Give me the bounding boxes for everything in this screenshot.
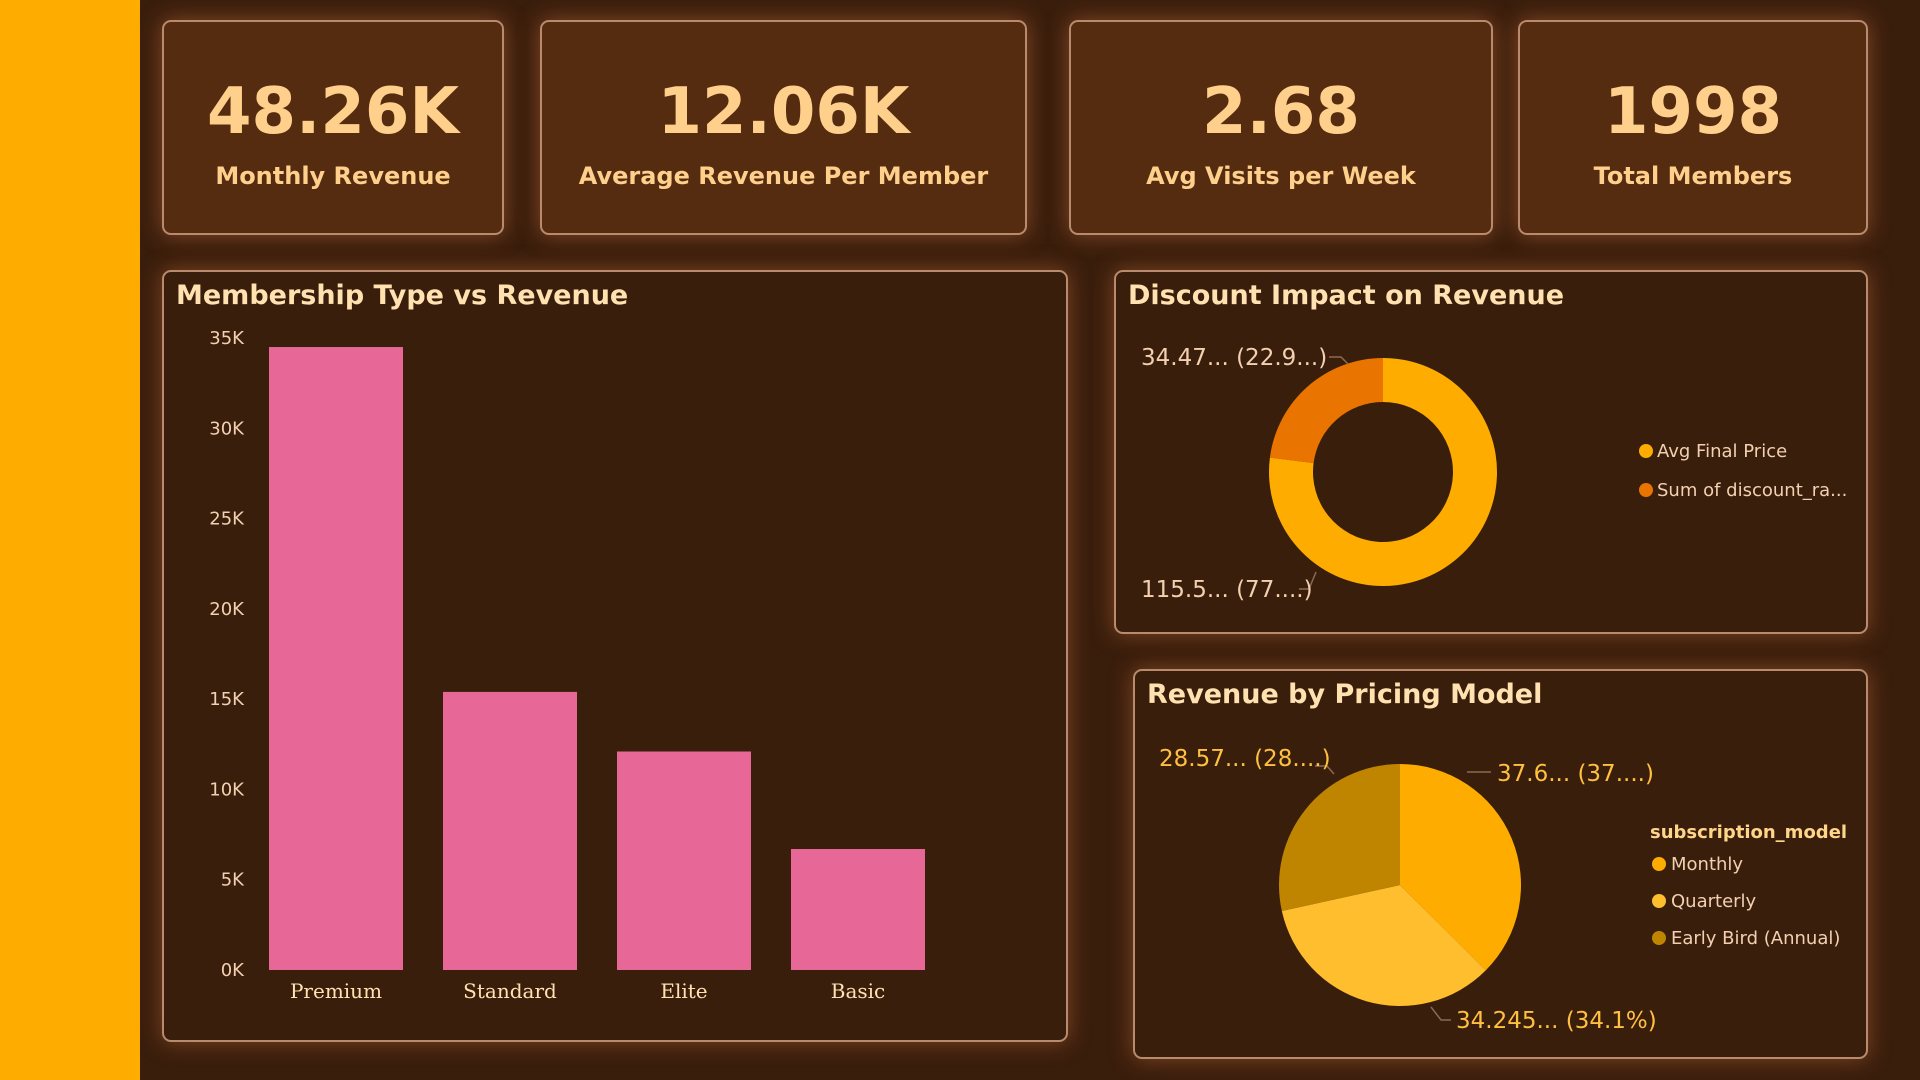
legend-marker <box>1652 931 1666 945</box>
y-tick-label: 20K <box>209 599 245 620</box>
x-tick-label: Standard <box>463 979 557 1003</box>
discount-impact-chart-panel[interactable]: 34.47... (22.9...) 115.5... (77....) Sum o… <box>1114 270 1868 634</box>
y-tick-label: 10K <box>209 779 245 800</box>
data-label: 34.47... (22.9...) <box>1141 345 1327 371</box>
kpi-card-monthly-revenue[interactable]: 48.26K Monthly Revenue <box>162 20 504 235</box>
membership-revenue-bar-chart: 0K 5K 10K 15K 20K 25K 30K 35K Premium Standard Eli… <box>209 328 925 1003</box>
kpi-label: Total Members <box>1593 162 1793 190</box>
membership-revenue-chart-panel[interactable]: 0K 5K 10K 15K 20K 25K 30K 35K Premium Standard Eli… <box>162 270 1068 1042</box>
kpi-label: Avg Visits per Week <box>1146 162 1416 190</box>
legend-item: Quarterly <box>1671 891 1757 912</box>
data-label: 115.5... (77....) <box>1141 577 1313 603</box>
legend-item: Avg Final Price <box>1657 441 1787 462</box>
bar-elite <box>617 751 751 970</box>
slice-2 <box>1279 764 1400 912</box>
bar-basic <box>791 849 925 970</box>
kpi-card-total-members[interactable]: 1998 Total Members <box>1518 20 1868 235</box>
x-tick-label: Basic <box>831 979 885 1003</box>
pricing-model-pie-chart: 37.6... (37....) 34.245... (34.1%) 28.57..… <box>1159 746 1847 1034</box>
chart-title: Discount Impact on Revenue <box>1128 280 1565 311</box>
legend-item: Sum of discount_ra... <box>1657 480 1847 501</box>
kpi-value: 48.26K <box>206 75 460 149</box>
kpi-value: 12.06K <box>657 75 910 149</box>
y-tick-label: 25K <box>209 509 245 530</box>
data-label: 28.57... (28....) <box>1159 746 1331 772</box>
y-tick-label: 15K <box>209 689 245 710</box>
x-tick-label: Elite <box>660 979 707 1003</box>
kpi-card-avg-visits-per-week[interactable]: 2.68 Avg Visits per Week <box>1069 20 1493 235</box>
data-label: 37.6... (37....) <box>1497 761 1654 787</box>
x-tick-label: Premium <box>290 979 382 1003</box>
y-tick-label: 0K <box>221 960 245 981</box>
slice-1 <box>1281 885 1486 1006</box>
y-tick-label: 30K <box>209 418 245 439</box>
slice-0 <box>1400 764 1521 971</box>
slice-1 <box>1269 358 1497 586</box>
legend-marker <box>1652 894 1666 908</box>
kpi-label: Monthly Revenue <box>215 162 451 190</box>
leader-line <box>1430 1006 1451 1021</box>
kpi-label: Average Revenue Per Member <box>578 162 989 190</box>
legend-item: Early Bird (Annual) <box>1671 928 1840 949</box>
kpi-value: 1998 <box>1603 75 1783 149</box>
leader-line <box>1329 356 1349 365</box>
chart-title: Membership Type vs Revenue <box>176 280 629 311</box>
slice-0 <box>1269 358 1383 464</box>
bar-standard <box>443 691 577 970</box>
pricing-model-chart-panel[interactable]: 37.6... (37....) 34.245... (34.1%) 28.57..… <box>1133 669 1868 1059</box>
discount-impact-donut-chart: 34.47... (22.9...) 115.5... (77....) Sum o… <box>1141 345 1847 603</box>
legend-item: Monthly <box>1671 854 1743 875</box>
y-tick-label: 5K <box>221 870 245 891</box>
bar-premium <box>269 347 403 970</box>
kpi-card-average-revenue-per-member[interactable]: 12.06K Average Revenue Per Member <box>540 20 1027 235</box>
sidebar <box>0 0 140 1080</box>
kpi-value: 2.68 <box>1202 75 1360 149</box>
legend-marker <box>1639 444 1653 458</box>
legend-marker <box>1652 857 1666 871</box>
leader-line <box>1315 765 1335 775</box>
data-label: 34.245... (34.1%) <box>1456 1008 1657 1034</box>
leader-line <box>1299 571 1317 590</box>
legend-title: subscription_model <box>1650 822 1847 843</box>
chart-title: Revenue by Pricing Model <box>1147 679 1543 710</box>
legend-marker <box>1639 483 1653 497</box>
y-tick-label: 35K <box>209 328 245 349</box>
